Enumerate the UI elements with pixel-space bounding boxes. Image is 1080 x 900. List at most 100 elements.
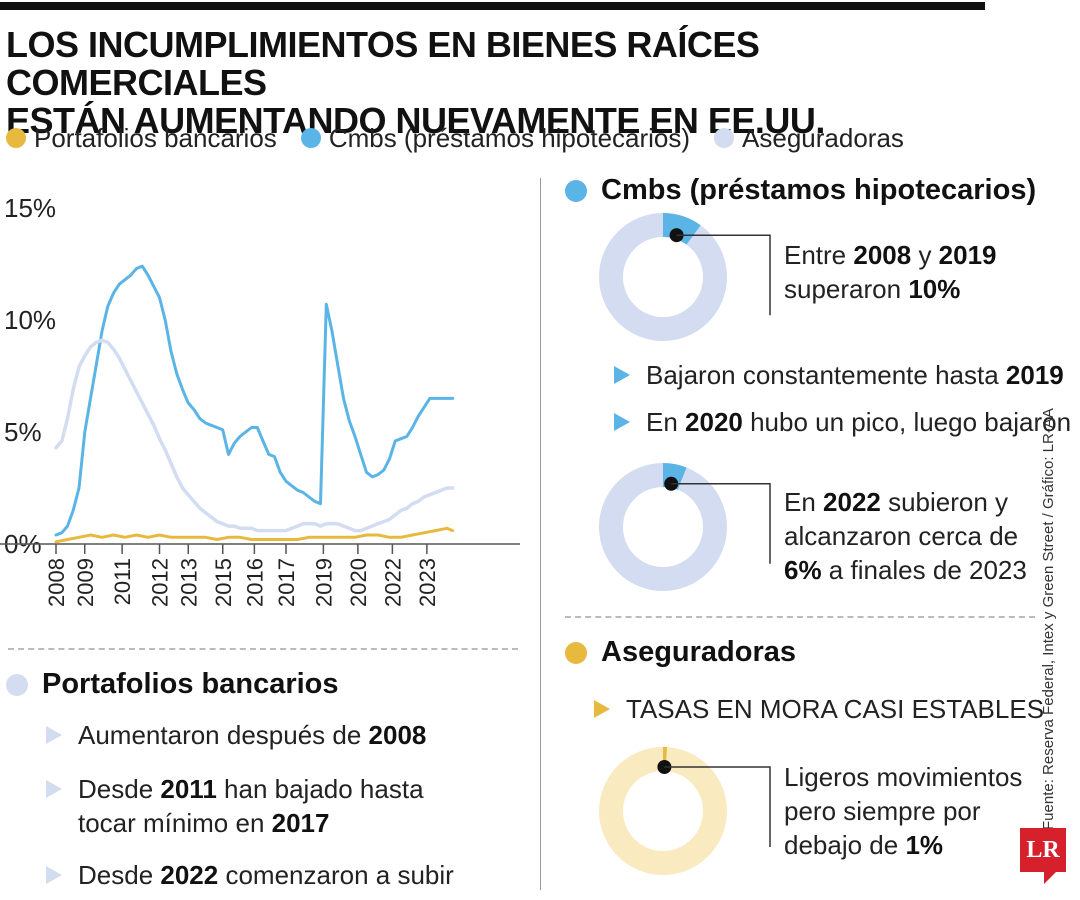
note1-bold-2008: 2008 [853, 240, 912, 270]
chart-legend: Portafolios bancarios Cmbs (préstamos hi… [6, 120, 928, 156]
legend-swatch-aseguradoras [714, 128, 735, 148]
x-tick-label: 2009 [73, 558, 98, 607]
cmbs-heading-label: Cmbs (préstamos hipotecarios) [601, 174, 1037, 206]
bullet-arrow-icon [614, 366, 630, 384]
cmbs-bullet-1: Bajaron constantemente hasta 2019 [614, 358, 1064, 392]
donut-leader-line [664, 766, 771, 847]
cmbs-note-1: Entre 2008 y 2019 superaron 10% [784, 238, 997, 306]
bancarios-heading-dot [6, 673, 28, 696]
cmbs-bullet-1-text: Bajaron constantemente hasta [646, 360, 1006, 390]
series-line-aseguradoras [54, 338, 455, 533]
donut-track [599, 463, 727, 591]
title-line-2: ESTÁN AUMENTANDO NUEVAMENTE EN EE.UU. [6, 100, 825, 141]
bullet-arrow-icon [614, 413, 630, 431]
x-tick-label: 2012 [148, 558, 173, 607]
x-tick-label: 2013 [176, 558, 201, 607]
cmbs-bullet-2-pre: En [646, 407, 686, 437]
bullet-arrow-icon [594, 700, 610, 718]
y-tick-label: 15% [4, 193, 56, 223]
cmbs-bullet-1-bold: 2019 [1005, 360, 1064, 390]
right-section-divider [565, 616, 1035, 618]
donut-value-arc [662, 463, 687, 490]
cmbs-donut-2023 [599, 463, 771, 591]
chart-series [54, 264, 455, 544]
legend-swatch-bancarios [6, 128, 26, 148]
note2-text-a: En [784, 487, 824, 517]
aseg-note-line-1: Ligeros movimientos [784, 762, 1023, 792]
bancarios-b1-text: Aumentaron después de [78, 720, 369, 750]
donut-pointer-dot [669, 228, 684, 243]
donut-leader-line [671, 483, 771, 564]
note1-text-a: Entre [784, 240, 854, 270]
bullet-arrow-icon [46, 780, 62, 798]
series-line-cmbs [54, 264, 455, 537]
chart-axes: 0%5%10%15%2008 2009 2011 2012 2013 2015 2016 20… [0, 193, 520, 607]
note2-bold-6: 6% [784, 555, 822, 585]
line-chart: 0%5%10%15%2008 2009 2011 2012 2013 2015 2016 20… [0, 193, 520, 607]
lr-logo: LR [1020, 828, 1066, 872]
x-tick-label: 2023 [415, 558, 440, 607]
y-tick-label: 10% [4, 305, 56, 335]
legend-item-bancarios: Portafolios bancarios [6, 123, 277, 154]
note1-bold-10: 10% [908, 274, 961, 304]
cmbs-bullet-2-bold: 2020 [685, 407, 743, 437]
donut-value-arc [662, 213, 701, 245]
bullet-arrow-icon [46, 866, 62, 884]
aseg-note-line-3: debajo de [784, 830, 906, 860]
column-divider [540, 178, 541, 890]
bancarios-b1-bold: 2008 [368, 720, 427, 750]
x-tick-label: 2008 [44, 558, 69, 607]
x-tick-label: 2019 [311, 558, 336, 607]
bancarios-bullet-3: Desde 2022 comenzaron a subir [46, 858, 454, 892]
bancarios-bullet-1: Aumentaron después de 2008 [46, 718, 426, 752]
x-tick-label: 2015 [211, 558, 236, 607]
aseguradoras-bullet-text: TASAS EN MORA CASI ESTABLES [626, 694, 1045, 724]
legend-label-cmbs: Cmbs (préstamos hipotecarios) [328, 122, 691, 153]
x-tick-label: 2017 [274, 558, 299, 607]
x-tick-label: 2022 [380, 558, 405, 607]
bancarios-b3-post: comenzaron a subir [218, 860, 454, 890]
aseguradoras-heading-dot [565, 641, 587, 664]
aseguradoras-heading: Aseguradoras [565, 636, 796, 669]
cmbs-bullet-2: En 2020 hubo un pico, luego bajaron [614, 405, 1071, 439]
bancarios-heading-label: Portafolios bancarios [42, 668, 339, 700]
note1-text-b: y [911, 240, 939, 270]
legend-label-bancarios: Portafolios bancarios [34, 122, 277, 153]
x-tick-label: 2011 [110, 558, 135, 605]
bullet-arrow-icon [46, 726, 62, 744]
cmbs-donut-2008-2019 [599, 213, 771, 341]
bancarios-b2-bold: 2011 [160, 774, 217, 804]
aseguradoras-heading-label: Aseguradoras [601, 636, 797, 668]
lr-logo-tail [1044, 870, 1058, 884]
legend-label-aseguradoras: Aseguradoras [742, 122, 904, 153]
legend-item-cmbs: Cmbs (préstamos hipotecarios) [300, 122, 691, 154]
x-tick-label: 2016 [242, 558, 267, 607]
bancarios-heading: Portafolios bancarios [6, 668, 339, 701]
source-credit: Fuente: Reserva Federal, Intex y Green S… [1040, 408, 1057, 830]
note1-bold-2019: 2019 [938, 240, 997, 270]
y-tick-label: 5% [4, 417, 42, 447]
bancarios-b3-bold: 2022 [160, 860, 219, 890]
bancarios-bullet-2: Desde 2011 han bajado hasta tocar mínimo … [46, 772, 424, 840]
cmbs-note-2: En 2022 subieron y alcanzaron cerca de 6… [784, 485, 1027, 587]
donut-leader-line [676, 234, 771, 316]
donut-track [599, 213, 727, 341]
bancarios-b3-pre: Desde [78, 860, 161, 890]
aseguradoras-bullet: TASAS EN MORA CASI ESTABLES [594, 692, 1044, 726]
title-line-1: LOS INCUMPLIMIENTOS EN BIENES RAÍCES COM… [6, 24, 760, 103]
bancarios-b2-bold2: 2017 [271, 808, 330, 838]
note1-text-c: superaron [784, 274, 909, 304]
donut-track [599, 747, 727, 875]
bancarios-b2-line2: tocar mínimo en [78, 808, 272, 838]
bancarios-b2-pre: Desde [78, 774, 161, 804]
page-title: LOS INCUMPLIMIENTOS EN BIENES RAÍCES COM… [6, 26, 1006, 140]
aseguradoras-note: Ligeros movimientos pero siempre por deb… [784, 760, 1022, 862]
cmbs-heading: Cmbs (préstamos hipotecarios) [565, 174, 1036, 207]
series-line-portafolios [54, 526, 455, 544]
aseg-note-line-2: pero siempre por [784, 796, 981, 826]
bancarios-b2-post: han bajado hasta [216, 774, 424, 804]
top-rule [0, 2, 985, 10]
legend-item-aseguradoras: Aseguradoras [714, 123, 904, 154]
x-tick-label: 2020 [346, 558, 371, 607]
cmbs-bullet-2-post: hubo un pico, luego bajaron [742, 407, 1072, 437]
